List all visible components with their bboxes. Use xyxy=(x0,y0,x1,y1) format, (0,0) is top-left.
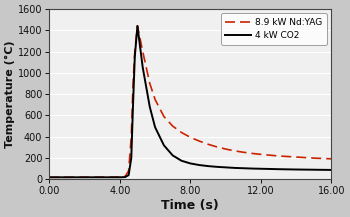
X-axis label: Time (s): Time (s) xyxy=(161,199,219,212)
4 kW CO2 xyxy=(197,164,201,166)
4 kW CO2 xyxy=(162,144,166,147)
8.9 kW Nd:YAG xyxy=(133,50,137,53)
Line: 8.9 kW Nd:YAG: 8.9 kW Nd:YAG xyxy=(49,26,331,177)
8.9 kW Nd:YAG xyxy=(118,176,122,178)
4 kW CO2 xyxy=(180,159,184,162)
4 kW CO2 xyxy=(188,162,193,165)
8.9 kW Nd:YAG xyxy=(294,156,298,158)
4 kW CO2 xyxy=(127,174,131,176)
4 kW CO2 xyxy=(294,168,298,171)
8.9 kW Nd:YAG xyxy=(215,146,219,148)
8.9 kW Nd:YAG xyxy=(276,155,281,157)
Line: 4 kW CO2: 4 kW CO2 xyxy=(49,26,331,177)
8.9 kW Nd:YAG xyxy=(206,143,210,146)
4 kW CO2 xyxy=(215,166,219,168)
4 kW CO2 xyxy=(259,168,263,170)
4 kW CO2 xyxy=(153,126,157,128)
8.9 kW Nd:YAG xyxy=(188,136,193,139)
4 kW CO2 xyxy=(232,167,237,169)
8.9 kW Nd:YAG xyxy=(47,176,51,179)
8.9 kW Nd:YAG xyxy=(197,140,201,142)
Y-axis label: Temperature (°C): Temperature (°C) xyxy=(5,40,15,148)
4 kW CO2 xyxy=(133,56,137,58)
4 kW CO2 xyxy=(118,176,122,179)
8.9 kW Nd:YAG xyxy=(259,153,263,156)
4 kW CO2 xyxy=(250,167,254,170)
4 kW CO2 xyxy=(241,167,245,169)
4 kW CO2 xyxy=(148,106,152,108)
4 kW CO2 xyxy=(224,166,228,169)
4 kW CO2 xyxy=(123,176,127,178)
4 kW CO2 xyxy=(141,66,145,69)
4 kW CO2 xyxy=(312,168,316,171)
8.9 kW Nd:YAG xyxy=(250,152,254,155)
8.9 kW Nd:YAG xyxy=(170,125,175,127)
4 kW CO2 xyxy=(131,104,135,106)
4 kW CO2 xyxy=(276,168,281,171)
4 kW CO2 xyxy=(170,154,175,157)
8.9 kW Nd:YAG xyxy=(162,115,166,118)
8.9 kW Nd:YAG xyxy=(153,98,157,101)
4 kW CO2 xyxy=(47,176,51,179)
8.9 kW Nd:YAG xyxy=(127,170,131,172)
8.9 kW Nd:YAG xyxy=(329,158,334,160)
8.9 kW Nd:YAG xyxy=(224,148,228,150)
4 kW CO2 xyxy=(135,25,140,27)
8.9 kW Nd:YAG xyxy=(148,82,152,85)
4 kW CO2 xyxy=(329,169,334,171)
8.9 kW Nd:YAG xyxy=(232,150,237,152)
8.9 kW Nd:YAG xyxy=(131,82,135,85)
8.9 kW Nd:YAG xyxy=(180,131,184,134)
4 kW CO2 xyxy=(129,157,133,159)
8.9 kW Nd:YAG xyxy=(312,157,316,159)
8.9 kW Nd:YAG xyxy=(241,151,245,154)
8.9 kW Nd:YAG xyxy=(123,175,127,178)
8.9 kW Nd:YAG xyxy=(141,50,145,53)
8.9 kW Nd:YAG xyxy=(135,25,140,27)
8.9 kW Nd:YAG xyxy=(129,135,133,138)
4 kW CO2 xyxy=(206,165,210,167)
Legend: 8.9 kW Nd:YAG, 4 kW CO2: 8.9 kW Nd:YAG, 4 kW CO2 xyxy=(221,13,327,45)
